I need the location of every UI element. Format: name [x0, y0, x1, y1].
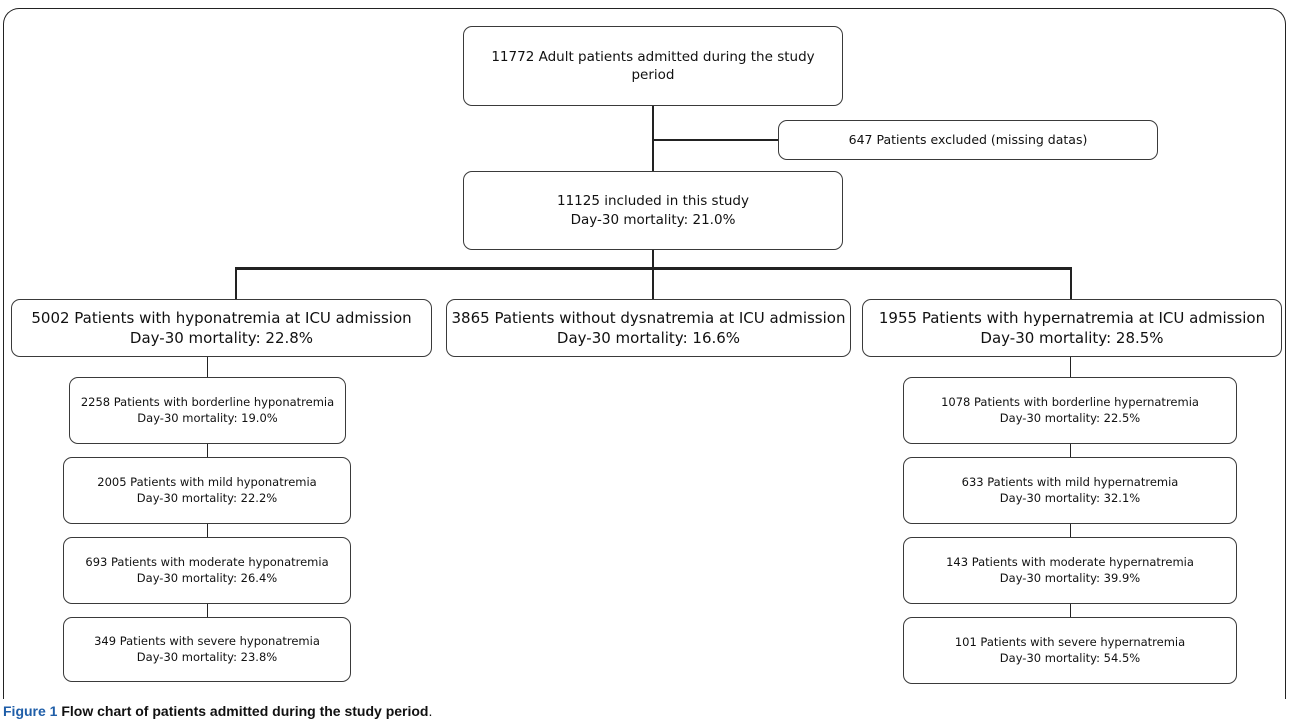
figure-frame: [3, 8, 1286, 699]
admitted-patients-box: 11772 Adult patients admitted during the…: [463, 26, 843, 106]
moderate-hypernatremia-box: 143 Patients with moderate hypernatremia…: [903, 537, 1237, 604]
hypernatremia-line1: 1955 Patients with hypernatremia at ICU …: [878, 308, 1266, 327]
borderline-hyper-line2: Day-30 mortality: 22.5%: [999, 410, 1141, 425]
mild-hypernatremia-box: 633 Patients with mild hypernatremia Day…: [903, 457, 1237, 524]
caption-label: Figure 1: [3, 703, 58, 719]
included-line2: Day-30 mortality: 21.0%: [570, 211, 736, 228]
caption-text: Flow chart of patients admitted during t…: [61, 703, 429, 719]
hypernatremia-line2: Day-30 mortality: 28.5%: [980, 329, 1164, 347]
connector-left-sub: [207, 443, 208, 457]
mild-hypo-line2: Day-30 mortality: 22.2%: [136, 490, 278, 505]
normonatremia-line2: Day-30 mortality: 16.6%: [556, 329, 741, 347]
connector-right-sub: [1070, 443, 1071, 457]
connector-right-drop: [1070, 267, 1072, 300]
hypernatremia-box: 1955 Patients with hypernatremia at ICU …: [862, 299, 1282, 357]
admitted-line1: 11772 Adult patients admitted during the…: [491, 48, 815, 65]
moderate-hyper-line1: 143 Patients with moderate hypernatremia: [946, 554, 1194, 569]
moderate-hyper-line2: Day-30 mortality: 39.9%: [999, 570, 1141, 585]
included-patients-box: 11125 included in this study Day-30 mort…: [463, 171, 843, 250]
connector-left-drop: [235, 267, 237, 300]
borderline-hyper-line1: 1078 Patients with borderline hypernatre…: [941, 394, 1199, 409]
severe-hyper-line1: 101 Patients with severe hypernatremia: [954, 634, 1186, 649]
figure-caption: Figure 1 Flow chart of patients admitted…: [3, 703, 432, 719]
connector-top-to-included: [652, 105, 654, 171]
mild-hypo-line1: 2005 Patients with mild hyponatremia: [97, 474, 317, 489]
borderline-hypo-line1: 2258 Patients with borderline hyponatrem…: [80, 394, 335, 409]
hyponatremia-box: 5002 Patients with hyponatremia at ICU a…: [11, 299, 432, 357]
borderline-hypo-line2: Day-30 mortality: 19.0%: [137, 410, 278, 425]
hyponatremia-line1: 5002 Patients with hyponatremia at ICU a…: [31, 308, 412, 327]
connector-left-sub: [207, 603, 208, 617]
severe-hypo-line1: 349 Patients with severe hyponatremia: [94, 633, 320, 648]
normonatremia-box: 3865 Patients without dysnatremia at ICU…: [446, 299, 851, 357]
severe-hyper-line2: Day-30 mortality: 54.5%: [999, 650, 1141, 665]
borderline-hypernatremia-box: 1078 Patients with borderline hypernatre…: [903, 377, 1237, 444]
mild-hyper-line1: 633 Patients with mild hypernatremia: [961, 474, 1179, 489]
connector-right-sub: [1070, 523, 1071, 537]
connector-to-excluded: [652, 139, 778, 141]
moderate-hypo-line2: Day-30 mortality: 26.4%: [136, 570, 278, 585]
mild-hyper-line2: Day-30 mortality: 32.1%: [999, 490, 1141, 505]
severe-hypo-line2: Day-30 mortality: 23.8%: [136, 649, 278, 664]
connector-left-sub: [207, 523, 208, 537]
connector-middle-drop: [652, 267, 654, 300]
included-line1: 11125 included in this study: [557, 193, 749, 210]
moderate-hyponatremia-box: 693 Patients with moderate hyponatremia …: [63, 537, 351, 604]
excluded-patients-box: 647 Patients excluded (missing datas): [778, 120, 1158, 160]
connector-included-down: [652, 249, 654, 268]
mild-hyponatremia-box: 2005 Patients with mild hyponatremia Day…: [63, 457, 351, 524]
connector-left-sub: [207, 357, 208, 377]
connector-right-sub: [1070, 357, 1071, 377]
admitted-line2: period: [631, 67, 675, 83]
borderline-hyponatremia-box: 2258 Patients with borderline hyponatrem…: [69, 377, 346, 444]
normonatremia-line1: 3865 Patients without dysnatremia at ICU…: [451, 308, 846, 327]
hyponatremia-line2: Day-30 mortality: 22.8%: [129, 329, 314, 347]
caption-period: .: [428, 703, 433, 719]
severe-hypernatremia-box: 101 Patients with severe hypernatremia D…: [903, 617, 1237, 684]
moderate-hypo-line1: 693 Patients with moderate hyponatremia: [85, 554, 329, 569]
connector-right-sub: [1070, 603, 1071, 617]
severe-hyponatremia-box: 349 Patients with severe hyponatremia Da…: [63, 617, 351, 682]
excluded-text: 647 Patients excluded (missing datas): [848, 131, 1088, 147]
